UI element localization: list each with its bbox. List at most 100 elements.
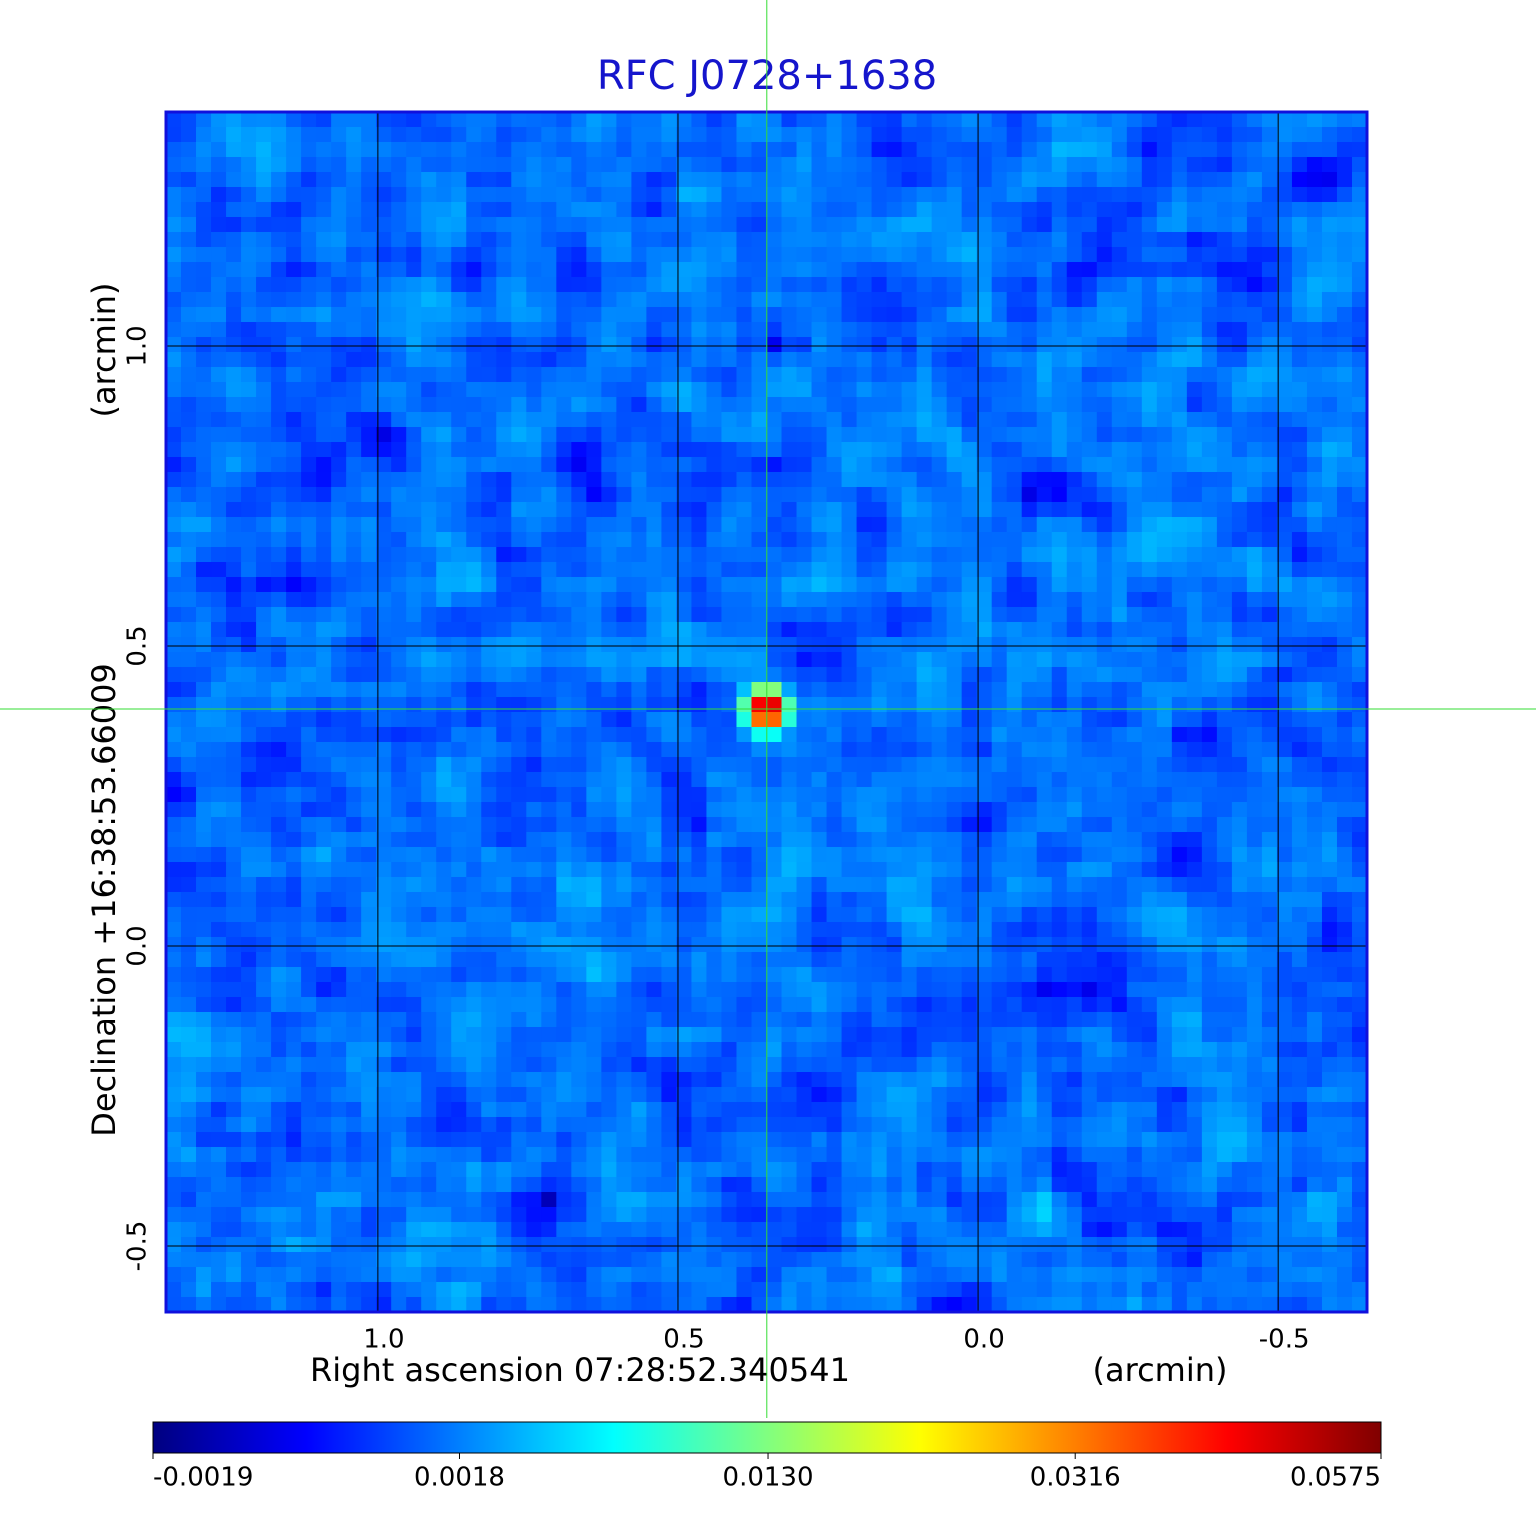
noise-pixel (211, 442, 227, 458)
noise-pixel (646, 1042, 663, 1058)
noise-pixel (1276, 592, 1293, 608)
noise-pixel (871, 112, 888, 128)
noise-pixel (421, 1012, 437, 1028)
noise-pixel (331, 397, 347, 413)
noise-pixel (1051, 637, 1068, 653)
noise-pixel (196, 937, 212, 953)
noise-pixel (616, 682, 632, 698)
noise-pixel (1036, 352, 1053, 368)
noise-pixel (781, 922, 798, 938)
noise-pixel (451, 442, 467, 458)
noise-pixel (511, 412, 527, 428)
noise-pixel (466, 412, 482, 428)
noise-pixel (781, 262, 798, 278)
noise-pixel (1186, 487, 1203, 503)
noise-pixel (991, 967, 1008, 983)
noise-pixel (766, 427, 783, 443)
noise-pixel (301, 367, 317, 383)
noise-pixel (706, 517, 723, 533)
noise-pixel (451, 127, 467, 143)
noise-pixel (691, 607, 708, 623)
noise-pixel (631, 562, 647, 578)
noise-pixel (241, 697, 257, 713)
noise-pixel (976, 652, 993, 668)
noise-pixel (826, 592, 843, 608)
noise-pixel (1156, 487, 1173, 503)
noise-pixel (871, 922, 888, 938)
noise-pixel (346, 787, 362, 803)
noise-pixel (331, 217, 347, 233)
noise-pixel (1351, 757, 1368, 773)
noise-pixel (1351, 892, 1368, 908)
noise-pixel (466, 607, 482, 623)
noise-pixel (361, 427, 377, 443)
noise-pixel (1081, 127, 1098, 143)
noise-pixel (421, 292, 437, 308)
noise-pixel (556, 547, 572, 563)
noise-pixel (511, 682, 527, 698)
noise-pixel (1291, 787, 1308, 803)
noise-pixel (1246, 712, 1263, 728)
noise-pixel (1261, 187, 1278, 203)
noise-pixel (331, 802, 347, 818)
noise-pixel (241, 157, 257, 173)
noise-pixel (736, 262, 753, 278)
noise-pixel (226, 307, 242, 323)
noise-pixel (901, 952, 918, 968)
noise-pixel (1126, 397, 1143, 413)
noise-pixel (271, 667, 287, 683)
noise-pixel (256, 997, 272, 1013)
noise-pixel (736, 502, 753, 518)
noise-pixel (541, 742, 557, 758)
noise-pixel (676, 277, 693, 293)
noise-pixel (946, 922, 963, 938)
noise-pixel (421, 187, 437, 203)
noise-pixel (1021, 172, 1038, 188)
noise-pixel (1351, 247, 1368, 263)
source-pixel (751, 682, 768, 698)
noise-pixel (451, 592, 467, 608)
noise-pixel (1276, 907, 1293, 923)
noise-pixel (751, 442, 768, 458)
noise-pixel (811, 622, 828, 638)
noise-pixel (616, 772, 632, 788)
noise-pixel (1321, 172, 1338, 188)
noise-pixel (1171, 382, 1188, 398)
noise-pixel (856, 487, 873, 503)
noise-pixel (1096, 472, 1113, 488)
noise-pixel (961, 277, 978, 293)
noise-pixel (1186, 772, 1203, 788)
noise-pixel (211, 697, 227, 713)
noise-pixel (856, 847, 873, 863)
noise-pixel (676, 997, 693, 1013)
noise-pixel (766, 952, 783, 968)
noise-pixel (661, 127, 678, 143)
noise-pixel (466, 532, 482, 548)
noise-pixel (676, 1027, 693, 1043)
noise-pixel (646, 877, 663, 893)
noise-pixel (976, 397, 993, 413)
noise-pixel (451, 637, 467, 653)
noise-pixel (406, 262, 422, 278)
noise-pixel (166, 172, 182, 188)
noise-pixel (706, 232, 723, 248)
noise-pixel (1261, 247, 1278, 263)
noise-pixel (196, 757, 212, 773)
noise-pixel (481, 742, 497, 758)
noise-pixel (226, 202, 242, 218)
noise-pixel (1306, 787, 1323, 803)
noise-pixel (481, 412, 497, 428)
noise-pixel (616, 847, 632, 863)
noise-pixel (1156, 697, 1173, 713)
noise-pixel (976, 787, 993, 803)
noise-pixel (301, 847, 317, 863)
noise-pixel (1156, 382, 1173, 398)
noise-pixel (526, 832, 542, 848)
noise-pixel (1216, 127, 1233, 143)
noise-pixel (1156, 742, 1173, 758)
noise-pixel (1126, 997, 1143, 1013)
noise-pixel (721, 967, 738, 983)
noise-pixel (556, 1027, 572, 1043)
source-pixel (751, 712, 768, 728)
noise-pixel (496, 907, 512, 923)
